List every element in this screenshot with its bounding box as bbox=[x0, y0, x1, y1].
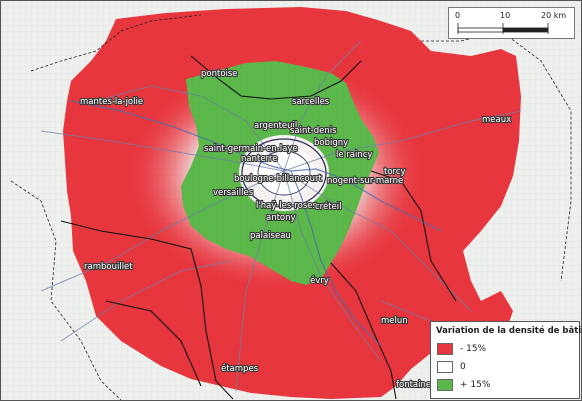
city-label: boulogne-billancourt bbox=[234, 174, 322, 184]
city-label: meaux bbox=[482, 115, 511, 125]
city-label: l'haÿ-les-roses bbox=[256, 201, 317, 211]
scale-bar: 0 10 20 km bbox=[448, 7, 575, 39]
city-label: le raincy bbox=[336, 150, 372, 160]
city-label: torcy bbox=[384, 167, 406, 177]
scale-tick-label: 20 km bbox=[541, 11, 567, 20]
city-label: pontoise bbox=[201, 69, 238, 79]
department-boundaries bbox=[60, 55, 457, 400]
inner-ring bbox=[257, 150, 311, 196]
rivers bbox=[70, 100, 442, 347]
city-label: melun bbox=[381, 316, 408, 326]
legend-label: - 15% bbox=[460, 343, 487, 354]
city-label: nogent-sur-marne bbox=[327, 176, 403, 186]
legend-title: Variation de la densité de bâti bbox=[436, 326, 582, 336]
city-label: mantes-la-jolie bbox=[80, 97, 143, 107]
legend-swatch-negative bbox=[437, 342, 453, 355]
scale-tick-label: 10 bbox=[500, 11, 511, 20]
city-labels: pontoise mantes-la-jolie sarcelles meaux… bbox=[79, 68, 512, 391]
city-label: nanterre bbox=[241, 154, 277, 164]
department-boundaries-dashed bbox=[10, 14, 572, 400]
legend: Variation de la densité de bâti - 15% 0 … bbox=[430, 321, 582, 399]
legend-item: - 15% bbox=[437, 342, 486, 355]
city-label: évry bbox=[310, 275, 329, 286]
city-label: rambouillet bbox=[84, 262, 133, 272]
city-label: bobigny bbox=[314, 138, 348, 148]
city-label: sarcelles bbox=[292, 97, 330, 107]
legend-label: 0 bbox=[460, 361, 466, 372]
city-label: saint-denis bbox=[290, 126, 337, 136]
scale-tick-label: 0 bbox=[455, 11, 461, 20]
city-label: saint-germain-en-laye bbox=[204, 144, 298, 154]
scale-bar-graphic bbox=[457, 23, 549, 34]
city-label: étampes bbox=[221, 363, 259, 374]
city-label: créteil bbox=[315, 201, 342, 212]
legend-item: + 15% bbox=[437, 378, 490, 391]
city-label: argenteuil bbox=[254, 121, 297, 131]
legend-item: 0 bbox=[437, 360, 466, 373]
city-label: antony bbox=[266, 213, 296, 223]
city-label: palaiseau bbox=[250, 231, 291, 241]
city-label: versailles bbox=[213, 188, 254, 198]
legend-swatch-neutral bbox=[437, 360, 453, 373]
legend-swatch-positive bbox=[437, 378, 453, 391]
legend-label: + 15% bbox=[460, 379, 491, 390]
